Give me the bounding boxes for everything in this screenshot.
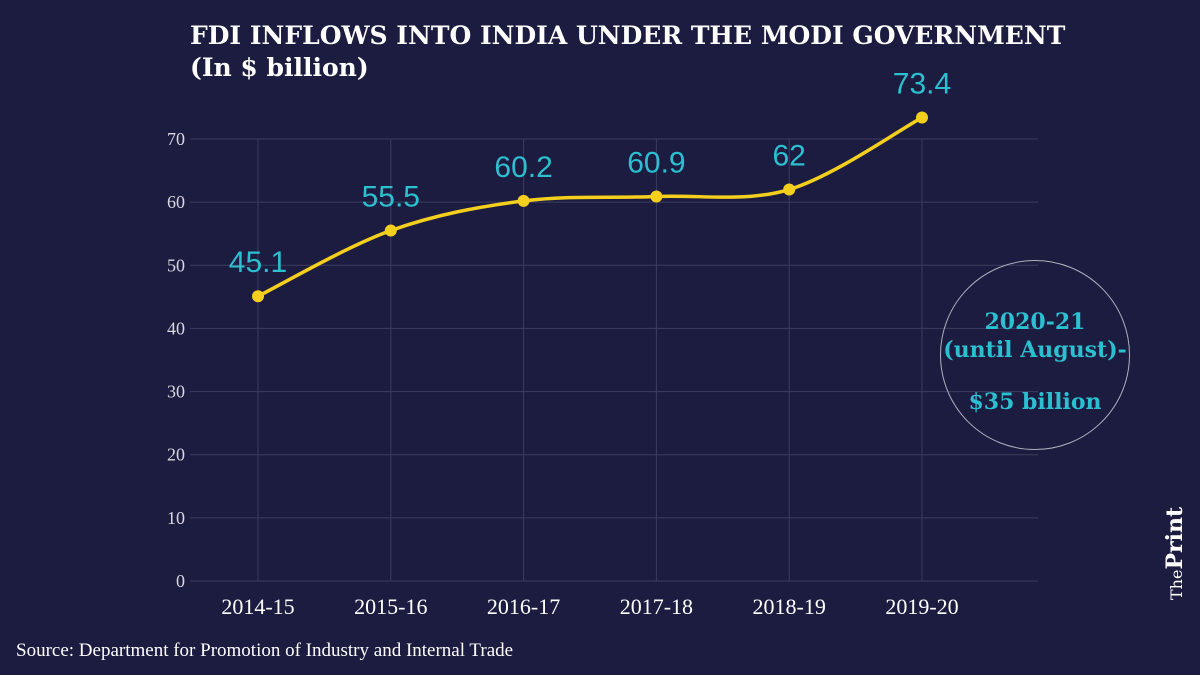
data-label: 62 bbox=[773, 140, 806, 173]
data-point bbox=[384, 224, 397, 237]
data-label: 55.5 bbox=[362, 181, 420, 214]
y-tick-label: 0 bbox=[176, 571, 185, 591]
x-tick-label: 2016-17 bbox=[487, 594, 560, 619]
y-tick-label: 70 bbox=[167, 129, 185, 149]
callout-qualifier: (until August)- bbox=[943, 337, 1127, 363]
source-note: Source: Department for Promotion of Indu… bbox=[16, 640, 514, 661]
chart-title: FDI INFLOWS INTO INDIA UNDER THE MODI GO… bbox=[190, 20, 1065, 84]
data-label: 60.2 bbox=[494, 151, 552, 184]
brand-name: Print bbox=[1162, 506, 1188, 570]
brand-logo: ThePrint bbox=[1162, 507, 1188, 600]
y-tick-label: 10 bbox=[167, 508, 185, 528]
data-label: 45.1 bbox=[229, 246, 287, 279]
y-tick-label: 50 bbox=[167, 255, 185, 275]
y-tick-label: 40 bbox=[167, 318, 185, 338]
data-point bbox=[252, 290, 264, 303]
x-tick-label: 2014-15 bbox=[221, 594, 294, 619]
y-tick-label: 30 bbox=[167, 382, 185, 402]
brand-prefix: The bbox=[1167, 569, 1186, 600]
x-tick-label: 2019-20 bbox=[885, 594, 958, 619]
x-tick-label: 2018-19 bbox=[753, 594, 826, 619]
data-point bbox=[650, 190, 663, 203]
data-point bbox=[916, 111, 928, 124]
title-line-2: (In $ billion) bbox=[190, 53, 369, 82]
callout-period: 2020-21 bbox=[984, 309, 1086, 335]
y-tick-label: 60 bbox=[167, 192, 185, 212]
callout-amount: $35 billion bbox=[968, 389, 1102, 415]
callout-text: 2020-21 (until August)- $35 billion bbox=[935, 308, 1135, 416]
series-line bbox=[256, 115, 924, 298]
title-line-1: FDI INFLOWS INTO INDIA UNDER THE MODI GO… bbox=[190, 21, 1066, 50]
y-tick-label: 20 bbox=[167, 445, 185, 465]
data-point bbox=[517, 194, 530, 207]
callout-circle bbox=[940, 260, 1130, 450]
data-label: 73.4 bbox=[893, 68, 951, 101]
data-label: 60.9 bbox=[627, 146, 685, 179]
x-tick-label: 2015-16 bbox=[354, 594, 427, 619]
data-point bbox=[783, 183, 796, 196]
x-tick-label: 2017-18 bbox=[620, 594, 693, 619]
